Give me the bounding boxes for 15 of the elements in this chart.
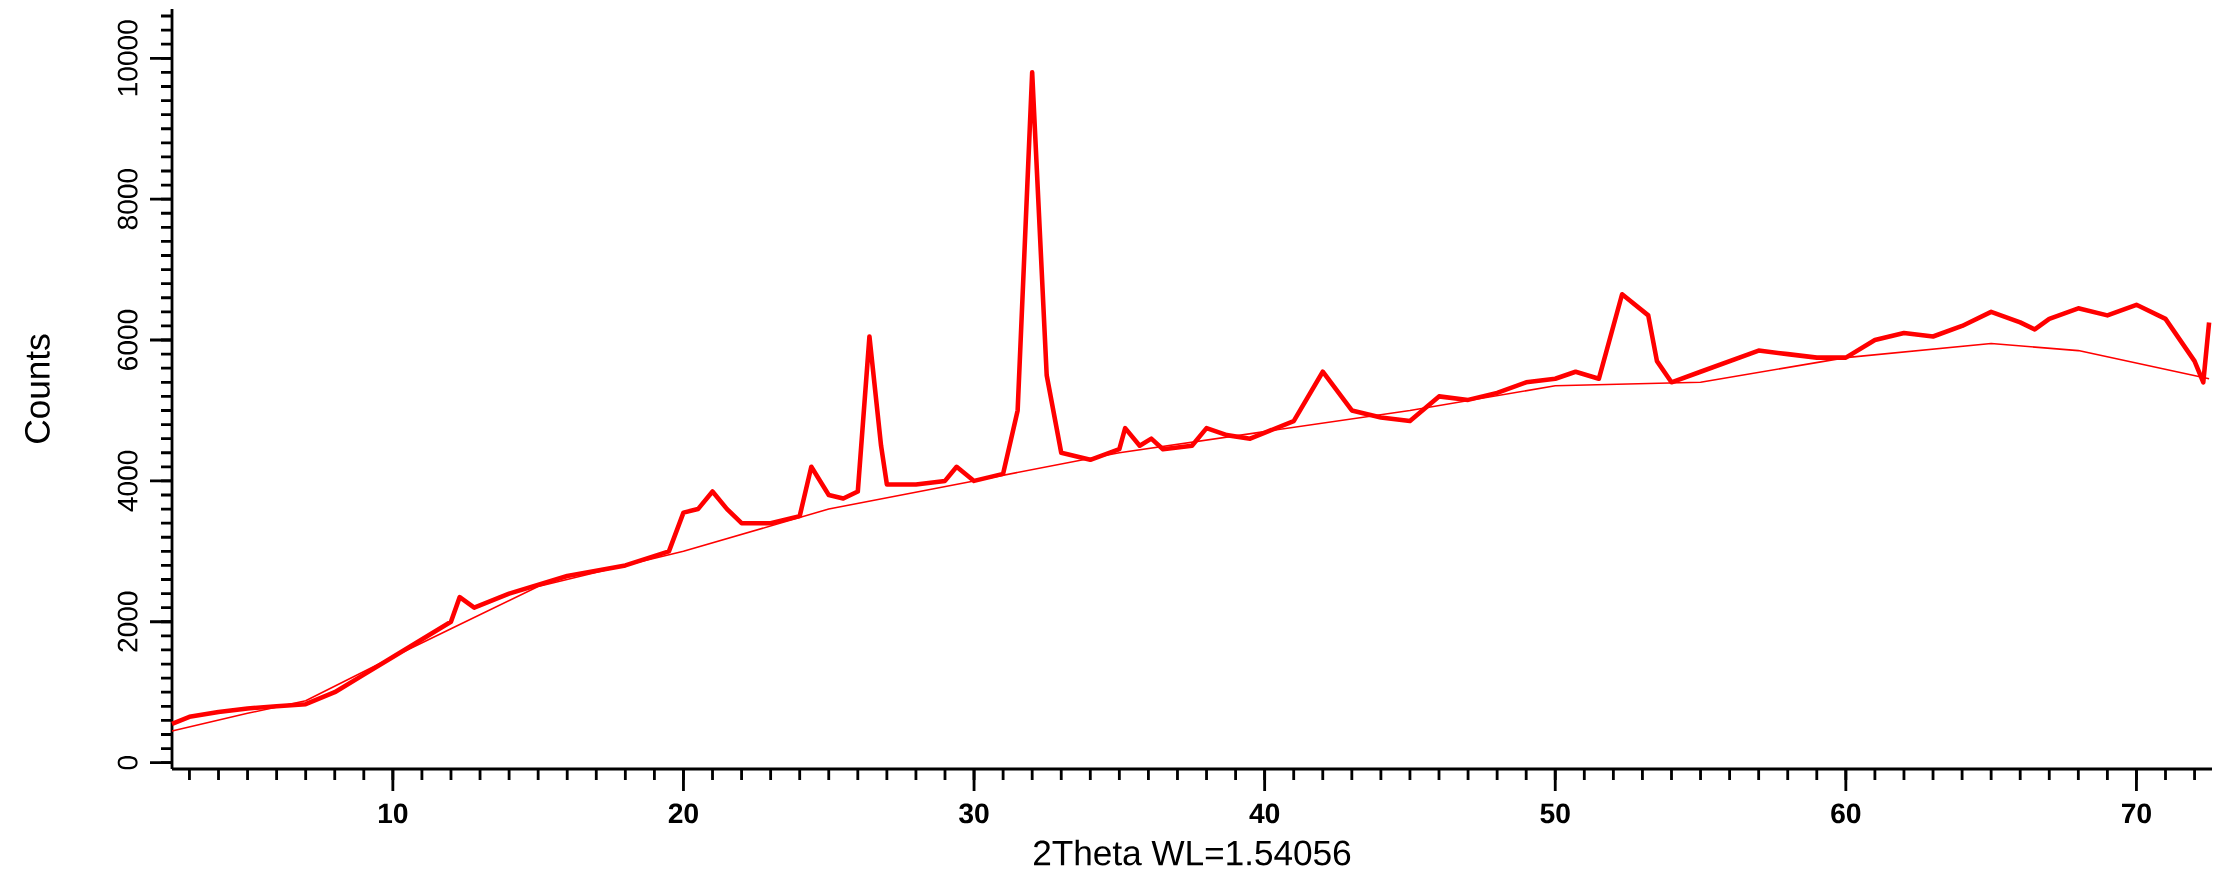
x-tick-label: 50	[1540, 803, 1570, 824]
x-tick-label: 60	[1831, 803, 1861, 824]
x-tick-label: 30	[959, 803, 989, 824]
y-tick-label: 10000	[117, 20, 138, 96]
x-tick-label: 10	[378, 803, 408, 824]
x-tick-label: 40	[1249, 803, 1280, 824]
y-axis-title: Counts	[24, 334, 50, 443]
y-tick-label: 0	[117, 755, 138, 770]
y-tick-label: 2000	[117, 591, 138, 652]
y-tick-label: 8000	[117, 168, 138, 230]
x-axis-title: 2Theta WL=1.54056	[1034, 839, 1351, 866]
y-tick-label: 4000	[117, 450, 138, 512]
x-tick-label: 70	[2122, 803, 2151, 824]
y-tick-label: 6000	[117, 309, 138, 370]
x-tick-label: 20	[668, 803, 698, 824]
